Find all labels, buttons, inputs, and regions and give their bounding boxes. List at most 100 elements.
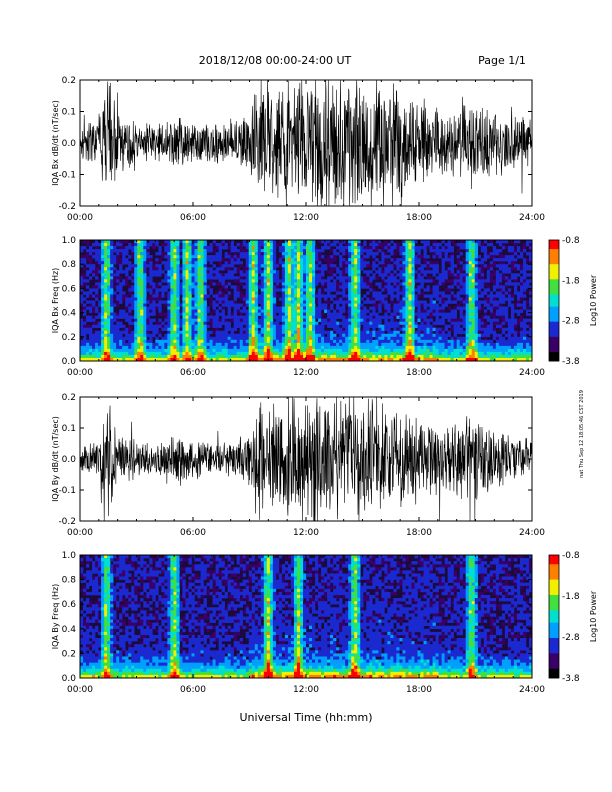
bx-spec-cell <box>504 351 509 356</box>
bx-spec-cell <box>369 288 373 292</box>
bx-spec-cell <box>254 291 259 295</box>
bx-spec-cell <box>194 282 198 286</box>
bx-spec-cell <box>206 270 210 274</box>
bx-spec-cell <box>245 345 250 350</box>
bx-spec-cell <box>296 357 301 362</box>
bx-spec-cell <box>465 276 470 280</box>
bx-spec-cell <box>281 303 286 307</box>
bx-spec-cell <box>299 258 304 262</box>
bx-spec-cell <box>152 348 156 353</box>
bx-spec-cell <box>155 261 159 265</box>
bx-spec-cell <box>239 336 244 341</box>
bx-spec-cell <box>110 255 114 259</box>
bx-spec-cell <box>140 354 144 359</box>
bx-spec-cell <box>140 294 144 298</box>
bx-spec-cell <box>140 312 144 316</box>
bx-spec-cell <box>101 297 105 301</box>
bx-spec-cell <box>480 357 485 362</box>
bx-spec-cell <box>429 339 433 344</box>
bx-spec-cell <box>101 324 105 329</box>
bx-spec-cell <box>321 282 325 286</box>
bx-spec-cell <box>483 291 488 295</box>
bx-spec-cell <box>185 294 189 298</box>
bx-spec-cell <box>468 312 473 316</box>
bx-spec-cell <box>143 270 147 274</box>
bx-spec-cell <box>471 306 476 310</box>
bx-spec-cell <box>408 279 412 283</box>
bx-spec-cell <box>107 276 111 280</box>
bx-spec-cell <box>176 291 180 295</box>
bx-spec-cell <box>468 255 473 259</box>
bx-spec-cell <box>321 240 325 244</box>
bx-spec-cell <box>98 309 102 313</box>
bx-spec-cell <box>104 255 108 259</box>
bx-spec-cell <box>357 336 361 341</box>
bx-spec-cell <box>381 252 385 256</box>
bx-spec-cell <box>414 297 418 301</box>
bx-spec-cell <box>302 276 307 280</box>
bx-spec-cell <box>191 273 195 277</box>
bx-spec-cell <box>284 327 289 332</box>
bx-spec-cell <box>254 270 259 274</box>
bx-spec-cell <box>315 357 319 362</box>
bx-spec-cell <box>363 354 367 359</box>
bx-spec-cell <box>188 267 192 271</box>
bx-spec-cell <box>155 267 159 271</box>
bx-spec-cell <box>212 255 216 259</box>
bx-spec-cell <box>396 288 400 292</box>
bx-spec-cell <box>212 318 216 322</box>
bx-spec-cell <box>354 276 358 280</box>
bx-spec-cell <box>86 255 90 259</box>
bx-spec-cell <box>441 357 445 362</box>
bx-spec-cell <box>441 249 445 253</box>
bx-spec-cell <box>248 306 253 310</box>
bx-spec-cell <box>465 324 470 329</box>
bx-spec-cell <box>429 249 433 253</box>
bx-spec-cell <box>260 309 265 313</box>
bx-spec-cell <box>405 255 409 259</box>
bx-spec-cell <box>336 315 340 319</box>
bx-spec-cell <box>293 357 298 362</box>
bx-spec-cell <box>309 282 313 286</box>
bx-spec-cell <box>504 246 509 250</box>
bx-spec-cell <box>170 255 174 259</box>
bx-spec-cell <box>387 306 391 310</box>
bx-spec-cell <box>510 312 515 316</box>
bx-spec-cell <box>351 333 355 338</box>
bx-spec-cell <box>284 240 289 244</box>
bx-spec-cell <box>191 267 195 271</box>
bx-spec-cell <box>372 273 376 277</box>
bx-spec-cell <box>318 240 322 244</box>
bx-spec-cell <box>375 246 379 250</box>
bx-spec-cell <box>266 258 271 262</box>
bx-spec-cell <box>284 357 289 362</box>
bx-spec-cell <box>272 270 277 274</box>
bx-spec-cell <box>318 258 322 262</box>
bx-spec-cell <box>324 342 328 347</box>
bx-spec-cell <box>435 321 439 325</box>
bx-spec-cell <box>140 357 144 362</box>
bx-spec-cell <box>281 282 286 286</box>
bx-spec-cell <box>333 249 337 253</box>
bx-spec-cell <box>444 246 448 250</box>
bx-spec-cell <box>339 357 343 362</box>
bx-spec-cell <box>351 351 355 356</box>
bx-spec-cell <box>483 351 488 356</box>
bx-spec-cell <box>498 345 503 350</box>
bx-spec-cell <box>423 357 427 362</box>
bx-spec-cell <box>468 300 473 304</box>
bx-spec-cell <box>188 342 192 347</box>
bx-spec-cell <box>438 249 442 253</box>
bx-spec-cell <box>206 315 210 319</box>
bx-spec-cell <box>185 339 189 344</box>
bx-spec-cell <box>402 312 406 316</box>
bx-spec-cell <box>369 351 373 356</box>
bx-spec-cell <box>462 282 466 286</box>
bx-spec-cell <box>215 324 219 329</box>
bx-spec-cell <box>315 273 319 277</box>
bx-spec-cell <box>435 267 439 271</box>
bx-spec-cell <box>507 357 512 362</box>
bx-spec-cell <box>318 351 322 356</box>
bx-spec-cell <box>134 252 138 256</box>
bx-spec-cell <box>269 300 274 304</box>
